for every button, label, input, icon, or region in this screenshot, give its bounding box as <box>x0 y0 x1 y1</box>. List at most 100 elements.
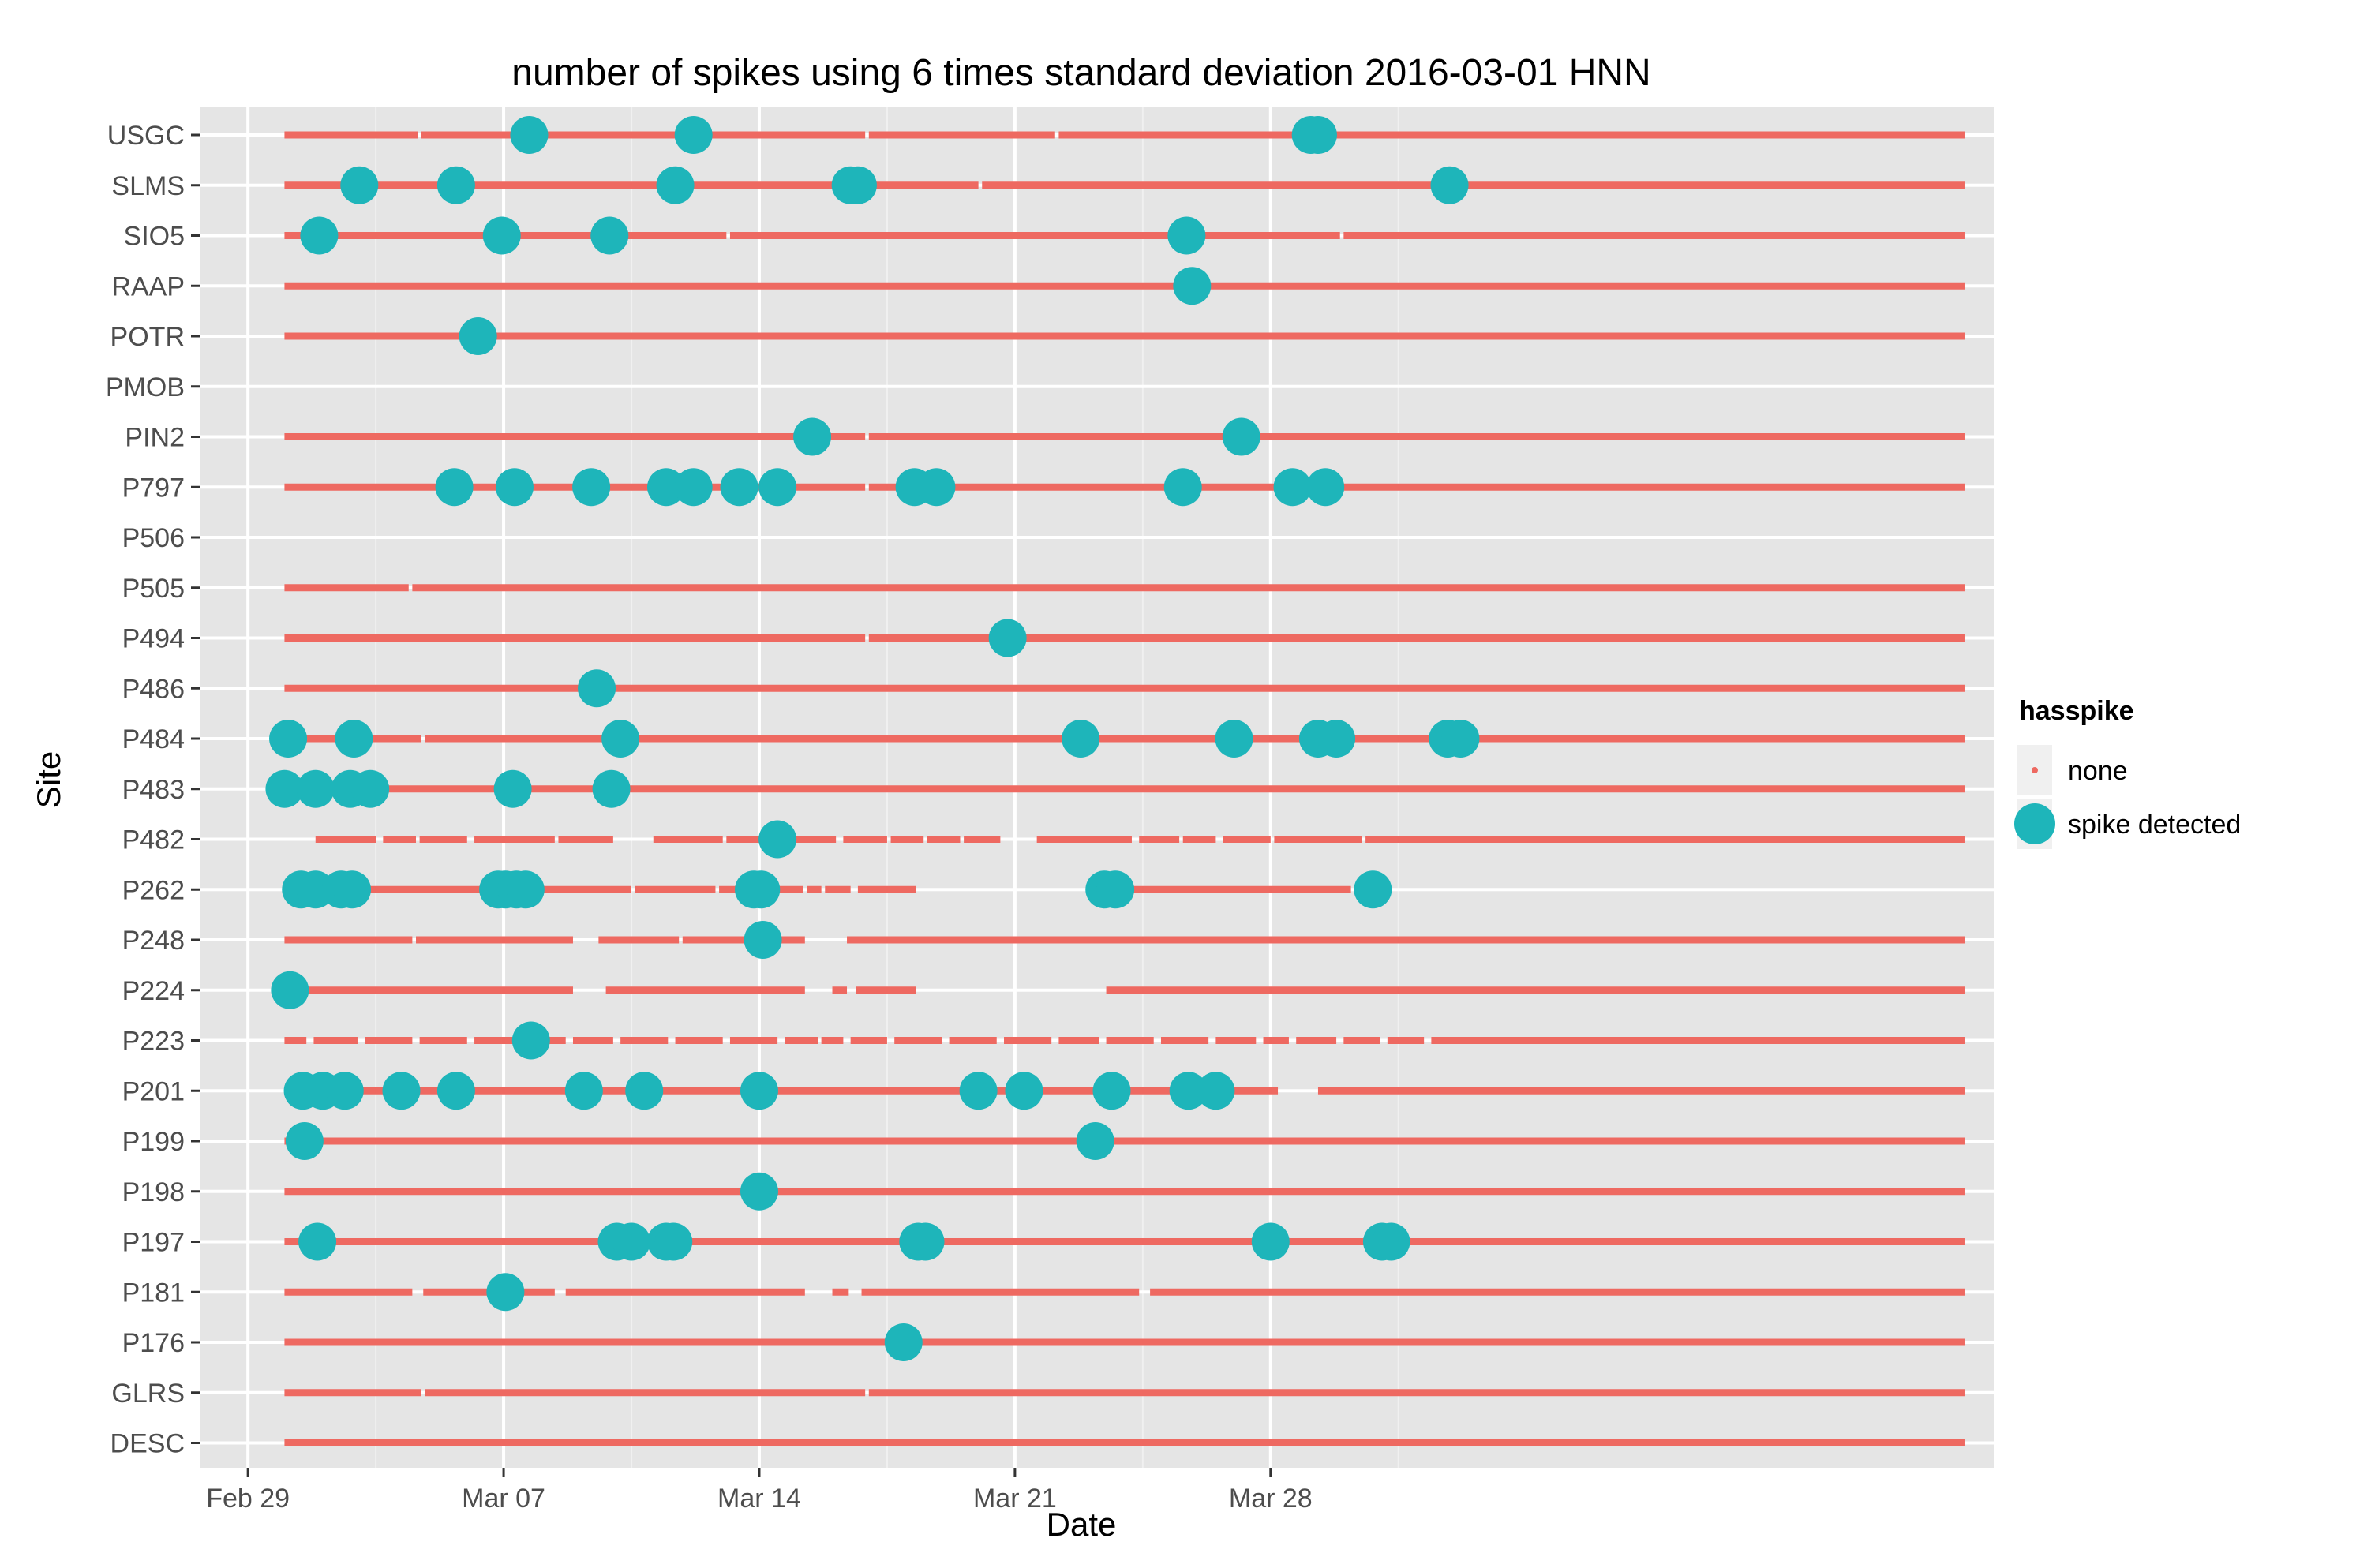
spike-point-p176 <box>884 1323 923 1361</box>
legend-symbol-none <box>2032 767 2038 773</box>
y-tick-label-pin2: PIN2 <box>125 423 185 453</box>
spike-point-p486 <box>578 669 616 708</box>
y-tick-label-p224: P224 <box>122 976 185 1006</box>
spike-point-pin2 <box>1222 417 1260 456</box>
spike-point-p262 <box>742 870 781 909</box>
y-tick-label-usgc: USGC <box>107 121 185 151</box>
y-tick-label-p506: P506 <box>122 523 185 553</box>
spike-point-p197 <box>654 1222 693 1261</box>
x-tick-label: Feb 29 <box>206 1484 290 1514</box>
y-tick-label-pmob: PMOB <box>106 372 185 402</box>
y-tick-label-p201: P201 <box>122 1076 185 1106</box>
spike-point-usgc <box>674 116 713 154</box>
spike-point-p797 <box>674 468 713 507</box>
y-tick-label-p505: P505 <box>122 574 185 604</box>
spike-point-p484 <box>269 720 308 758</box>
y-tick-label-p484: P484 <box>122 724 185 754</box>
spike-point-p494 <box>988 619 1027 657</box>
y-tick-label-p494: P494 <box>122 624 185 654</box>
legend-label-spike: spike detected <box>2068 810 2241 840</box>
spike-point-p797 <box>572 468 611 507</box>
legend: hasspike none spike detected <box>2014 696 2241 849</box>
spike-point-sio5 <box>300 216 339 255</box>
spike-point-pin2 <box>793 417 832 456</box>
spike-point-p797 <box>1273 468 1312 507</box>
y-tick-label-p197: P197 <box>122 1228 185 1258</box>
y-tick-label-p262: P262 <box>122 875 185 905</box>
spike-point-potr <box>459 317 497 355</box>
x-tick-label: Mar 21 <box>973 1484 1057 1514</box>
y-tick-label-potr: POTR <box>110 322 185 352</box>
y-tick-label-slms: SLMS <box>111 171 185 201</box>
spike-point-slms <box>340 166 379 204</box>
x-axis-title: Date <box>1047 1506 1117 1543</box>
x-tick-label: Mar 07 <box>462 1484 545 1514</box>
legend-symbol-spike <box>2014 803 2055 844</box>
spike-point-p201 <box>325 1072 364 1110</box>
spike-point-p797 <box>646 468 685 507</box>
spike-point-p797 <box>758 468 797 507</box>
legend-label-none: none <box>2068 756 2128 786</box>
spike-point-usgc <box>510 116 549 154</box>
spike-point-p198 <box>740 1172 778 1211</box>
y-tick-label-glrs: GLRS <box>111 1379 185 1409</box>
spike-point-p262 <box>333 870 372 909</box>
spike-point-p797 <box>917 468 956 507</box>
spike-point-p181 <box>486 1273 525 1312</box>
y-tick-label-p176: P176 <box>122 1328 185 1358</box>
spike-point-p484 <box>335 720 373 758</box>
y-tick-label-p482: P482 <box>122 825 185 855</box>
x-tick-label: Mar 14 <box>717 1484 801 1514</box>
y-tick-label-p486: P486 <box>122 674 185 704</box>
spike-point-p197 <box>1251 1222 1290 1261</box>
y-tick-label-p199: P199 <box>122 1127 185 1157</box>
y-tick-label-p223: P223 <box>122 1027 185 1057</box>
y-tick-label-desc: DESC <box>110 1429 185 1459</box>
spike-point-p201 <box>382 1072 421 1110</box>
spike-point-p197 <box>906 1222 945 1261</box>
x-axis: Feb 29 Mar 07 Mar 14 Mar 21 Mar 28 <box>206 1468 1313 1514</box>
spike-point-p483 <box>592 769 631 808</box>
spike-point-sio5 <box>1167 216 1206 255</box>
spike-point-p484 <box>1062 720 1100 758</box>
spike-point-p248 <box>744 921 782 959</box>
spike-point-p201 <box>1005 1072 1043 1110</box>
spike-point-raap <box>1173 267 1212 305</box>
spike-point-p797 <box>720 468 758 507</box>
spike-point-p484 <box>601 720 640 758</box>
spike-point-p199 <box>1076 1122 1114 1160</box>
y-axis: USGC SLMS SIO5 RAAP POTR PMOB PIN2 P797 P506 P505… <box>106 121 200 1459</box>
spike-point-p199 <box>285 1122 324 1160</box>
spike-point-slms <box>436 166 475 204</box>
x-tick-label: Mar 28 <box>1229 1484 1313 1514</box>
spike-point-p201 <box>1197 1072 1235 1110</box>
spike-point-p797 <box>435 468 474 507</box>
spike-point-usgc <box>1298 116 1337 154</box>
y-tick-label-p797: P797 <box>122 473 185 503</box>
y-tick-label-sio5: SIO5 <box>124 222 185 252</box>
spike-point-p201 <box>625 1072 664 1110</box>
spike-point-p201 <box>1169 1072 1208 1110</box>
spike-markers <box>265 116 1480 1361</box>
y-axis-title: Site <box>30 751 67 808</box>
spike-point-p797 <box>1306 468 1345 507</box>
spike-point-p201 <box>564 1072 603 1110</box>
spike-point-p262 <box>506 870 545 909</box>
spike-point-p483 <box>296 769 335 808</box>
spike-point-p201 <box>1092 1072 1131 1110</box>
spike-point-p201 <box>959 1072 998 1110</box>
legend-title: hasspike <box>2019 696 2134 726</box>
y-tick-label-p198: P198 <box>122 1177 185 1207</box>
spike-point-p262 <box>1096 870 1135 909</box>
spike-point-sio5 <box>590 216 629 255</box>
spike-point-p483 <box>351 769 390 808</box>
y-tick-label-p248: P248 <box>122 926 185 956</box>
spike-point-p201 <box>740 1072 778 1110</box>
spike-point-p223 <box>511 1021 550 1060</box>
spike-point-p262 <box>1354 870 1392 909</box>
spike-point-p201 <box>436 1072 475 1110</box>
y-tick-label-p483: P483 <box>122 775 185 805</box>
spike-point-p483 <box>265 769 304 808</box>
spike-point-slms <box>838 166 877 204</box>
